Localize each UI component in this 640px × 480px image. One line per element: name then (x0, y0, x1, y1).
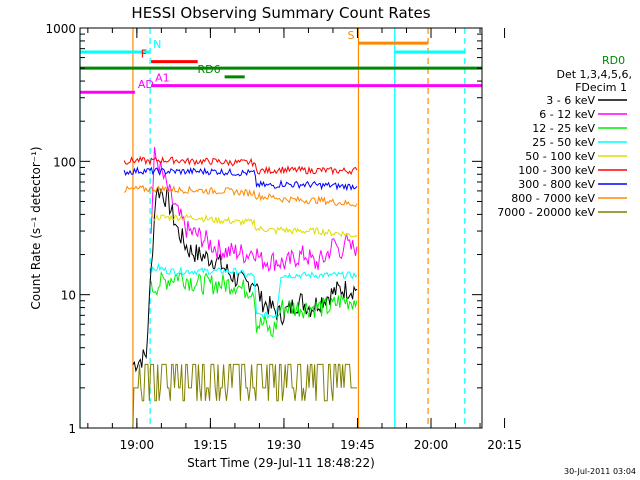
y-tick-label: 100 (53, 155, 76, 169)
legend-label: 100 - 300 keV (518, 164, 595, 177)
legend-label: 7000 - 20000 keV (497, 206, 595, 219)
series-12-25-kev (150, 270, 358, 338)
chart-title: HESSI Observing Summary Count Rates (131, 4, 430, 22)
x-tick-label: 20:00 (414, 438, 449, 452)
x-tick-label: 19:45 (340, 438, 375, 452)
y-tick-label: 10 (61, 289, 76, 303)
annotation-label-ad: AD (138, 78, 154, 91)
annotation-label-rd6: RD6 (197, 63, 220, 76)
x-tick-label: 20:15 (487, 438, 522, 452)
series-50-100-kev (150, 213, 358, 238)
annotation-label-a1: A1 (155, 72, 170, 85)
legend-label: 800 - 7000 keV (511, 192, 595, 205)
series-100-300-kev (123, 155, 358, 176)
annotation-label-s: S (347, 29, 354, 42)
y-axis-label: Count Rate (s⁻¹ detector⁻¹) (29, 146, 43, 309)
x-tick-label: 19:15 (193, 438, 228, 452)
legend-label: 25 - 50 keV (532, 136, 595, 149)
legend-label: 50 - 100 keV (525, 150, 595, 163)
series-7000-20000-kev (132, 363, 357, 429)
legend-label: 3 - 6 keV (546, 94, 595, 107)
y-tick-label: 1 (68, 422, 76, 436)
series-300-800-kev (123, 166, 358, 192)
legend-label: 300 - 800 keV (518, 178, 595, 191)
x-tick-label: 19:00 (120, 438, 155, 452)
date-stamp: 30-Jul-2011 03:04 (564, 467, 636, 476)
x-axis: 19:00 19:15 19:30 19:45 20:00 20:15 (87, 28, 522, 452)
legend-label: 6 - 12 keV (539, 108, 595, 121)
annotation-label-f: F (141, 48, 147, 61)
series-lines (123, 147, 358, 429)
annotation-label-rd0: RD0 (602, 54, 625, 67)
legend-header-fdecim: FDecim 1 (575, 81, 627, 94)
annotation-label-n: N (153, 38, 161, 51)
plot-frame (79, 27, 483, 429)
y-tick-label: 1000 (45, 22, 76, 36)
legend-header-detectors: Det 1,3,4,5,6, (556, 68, 632, 81)
x-tick-label: 19:30 (267, 438, 302, 452)
series-25-50-kev (150, 262, 358, 321)
series-800-7000-kev (123, 184, 358, 208)
series-3-6-kev (132, 187, 358, 373)
x-axis-label: Start Time (29-Jul-11 18:48:22) (187, 456, 375, 470)
legend-label: 12 - 25 keV (532, 122, 595, 135)
series-6-12-kev (150, 147, 358, 272)
